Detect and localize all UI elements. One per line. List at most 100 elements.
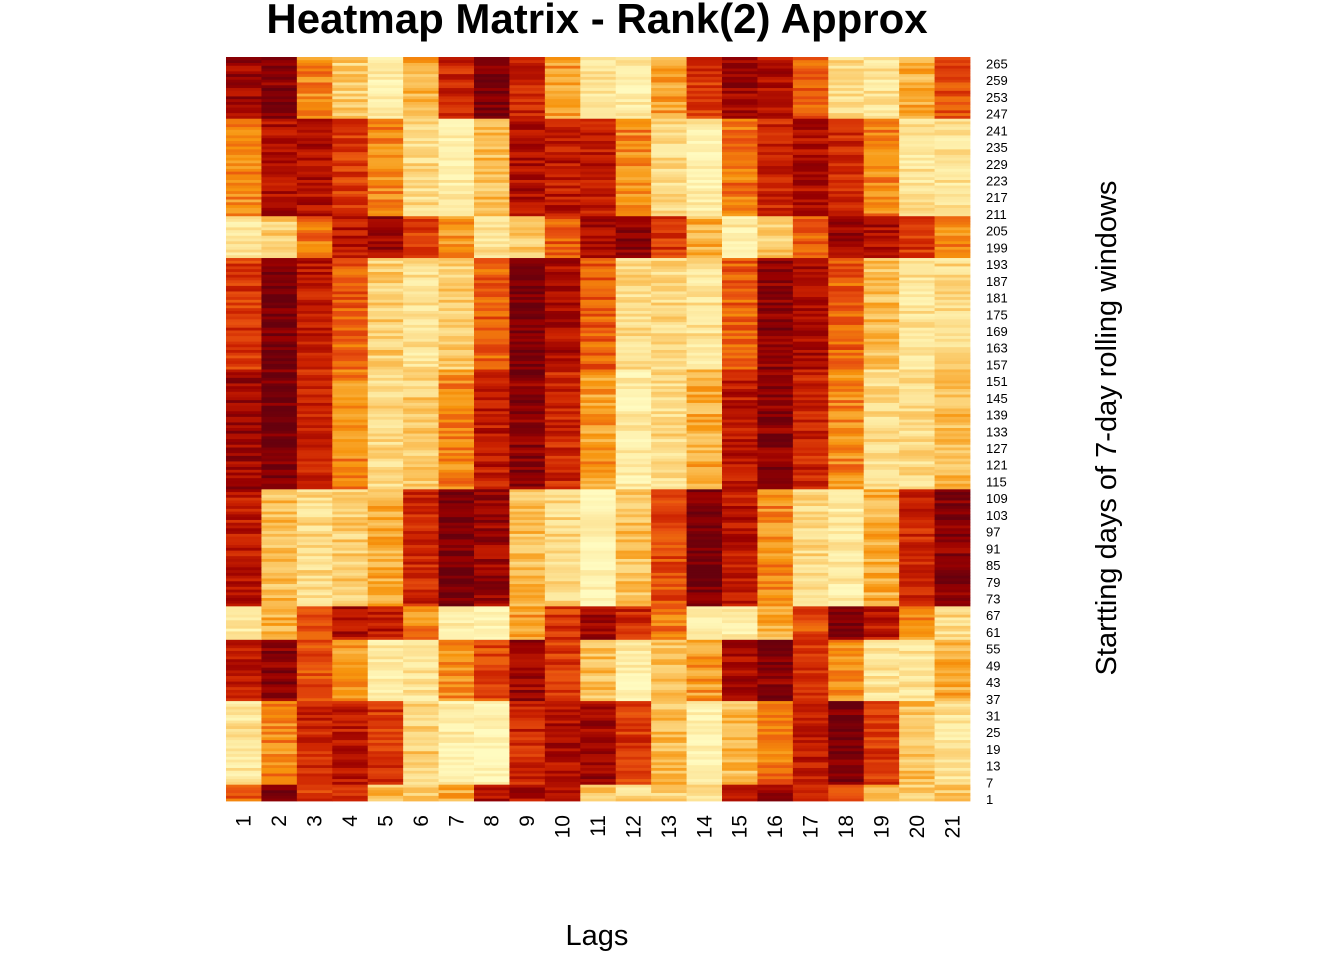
heatmap-cell [544, 561, 581, 565]
heatmap-cell [474, 263, 510, 267]
heatmap-cell [296, 795, 333, 799]
heatmap-cell [226, 257, 262, 261]
heatmap-cell [544, 474, 581, 479]
heatmap-cell [474, 204, 510, 208]
heatmap-cell [474, 494, 510, 498]
heatmap-cell [934, 720, 971, 724]
heatmap-cell [615, 466, 652, 470]
heatmap-cell [934, 550, 971, 554]
heatmap-cell [722, 246, 758, 250]
heatmap-cell [474, 647, 510, 651]
heatmap-cell [757, 162, 794, 167]
heatmap-cell [651, 296, 687, 300]
heatmap-cell [226, 299, 262, 303]
heatmap-cell [934, 215, 971, 220]
heatmap-cell [722, 631, 758, 635]
heatmap-cell [792, 474, 829, 479]
heatmap-cell [722, 243, 758, 247]
heatmap-cell [226, 224, 262, 228]
heatmap-cell [615, 246, 652, 250]
heatmap-cell [934, 505, 971, 509]
heatmap-cell [226, 734, 262, 738]
heatmap-cell [474, 784, 510, 788]
heatmap-cell [615, 569, 652, 573]
heatmap-cell [438, 550, 475, 554]
heatmap-cell [792, 137, 829, 141]
heatmap-cell [792, 770, 829, 774]
heatmap-cell [792, 148, 829, 153]
heatmap-cell [509, 636, 546, 640]
heatmap-cell [474, 781, 510, 785]
heatmap-cell [615, 346, 652, 350]
heatmap-cell [580, 761, 617, 766]
heatmap-cell [438, 229, 475, 233]
heatmap-cell [792, 617, 829, 621]
heatmap-cell [367, 795, 404, 799]
heatmap-cell [828, 263, 865, 267]
heatmap-cell [474, 586, 510, 590]
heatmap-cell [580, 675, 617, 679]
heatmap-cell [474, 569, 510, 573]
heatmap-cell [544, 494, 581, 498]
heatmap-cell [580, 508, 617, 512]
heatmap-cell [863, 307, 900, 311]
heatmap-cell [438, 664, 475, 668]
heatmap-cell [863, 667, 900, 671]
heatmap-cell [332, 363, 369, 367]
heatmap-cell [934, 778, 971, 782]
heatmap-cell [934, 516, 971, 520]
heatmap-cell [722, 249, 758, 253]
heatmap-cell [722, 316, 758, 320]
heatmap-cell [934, 695, 971, 699]
heatmap-cell [580, 792, 617, 796]
heatmap-cell [367, 321, 404, 325]
heatmap-cell [403, 578, 439, 582]
heatmap-cell [651, 416, 687, 420]
heatmap-cell [899, 594, 935, 598]
heatmap-cell [367, 706, 404, 710]
heatmap-cell [686, 385, 723, 389]
heatmap-cell [615, 257, 652, 261]
heatmap-cell [226, 282, 262, 286]
heatmap-cell [509, 430, 546, 434]
heatmap-cell [615, 564, 652, 568]
heatmap-cell [509, 274, 546, 278]
heatmap-cell [899, 798, 935, 802]
heatmap-cell [934, 458, 971, 462]
heatmap-cell [686, 171, 723, 175]
heatmap-cell [226, 536, 262, 540]
heatmap-cell [899, 385, 935, 389]
heatmap-cell [296, 313, 333, 317]
heatmap-cell [934, 667, 971, 671]
heatmap-cell [863, 488, 900, 493]
heatmap-cell [403, 547, 439, 551]
heatmap-cell [686, 734, 723, 738]
heatmap-cell [509, 422, 546, 426]
heatmap-cell [722, 282, 758, 286]
heatmap-cell [899, 249, 935, 253]
heatmap-cell [332, 636, 369, 640]
heatmap-cell [367, 399, 404, 403]
heatmap-cell [615, 781, 652, 785]
heatmap-cell [722, 502, 758, 507]
heatmap-cell [226, 260, 262, 264]
heatmap-cell [438, 605, 475, 610]
heatmap-cell [367, 544, 404, 548]
heatmap-cell [686, 238, 723, 242]
heatmap-cell [296, 307, 333, 311]
heatmap-cell [792, 711, 829, 716]
heatmap-cell [722, 681, 758, 685]
heatmap-cell [722, 238, 758, 242]
heatmap-cell [828, 558, 865, 562]
heatmap-cell [899, 307, 935, 311]
heatmap-cell [332, 215, 369, 220]
heatmap-cell [367, 143, 404, 147]
heatmap-cell [828, 767, 865, 771]
heatmap-cell [651, 522, 687, 526]
heatmap-cell [544, 302, 581, 306]
heatmap-cell [367, 778, 404, 782]
heatmap-cell [686, 583, 723, 587]
heatmap-cell [296, 349, 333, 353]
heatmap-cell [474, 151, 510, 155]
heatmap-cell [544, 711, 581, 716]
